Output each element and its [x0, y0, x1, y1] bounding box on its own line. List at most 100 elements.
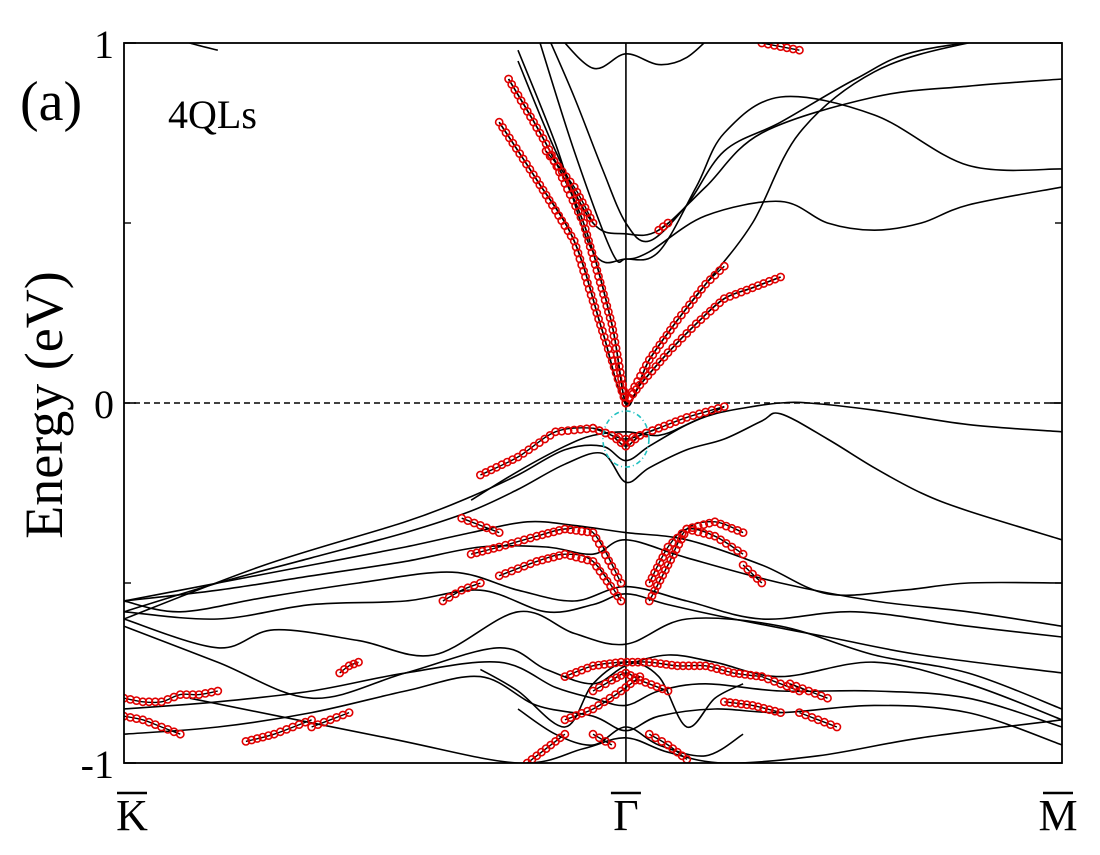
projection-marker [349, 659, 359, 669]
projection-marker [125, 713, 135, 722]
highlight-circle [602, 410, 650, 468]
projected-band-16 [644, 517, 748, 606]
projection-marker [577, 526, 587, 536]
projected-band-23 [719, 697, 785, 717]
band-line-5 [124, 610, 1062, 710]
projection-marker [252, 734, 262, 743]
projection-marker [566, 713, 575, 722]
band-line-6 [124, 589, 1062, 674]
projected-band-28 [588, 729, 617, 750]
projection-marker [594, 733, 604, 743]
projection-marker [657, 737, 667, 746]
projection-marker [489, 544, 498, 553]
projection-marker [241, 737, 251, 746]
projection-marker [701, 661, 710, 671]
projection-marker [611, 658, 620, 668]
projection-marker [832, 722, 842, 732]
projection-marker [738, 560, 748, 570]
projected-band-line [799, 711, 838, 728]
projection-marker [719, 261, 729, 271]
projection-marker [571, 526, 581, 535]
projection-marker [537, 530, 547, 540]
projection-marker [644, 729, 654, 739]
projection-marker [614, 361, 624, 371]
projection-marker [594, 271, 603, 281]
projected-band-5 [335, 657, 363, 678]
projection-marker [715, 266, 724, 276]
projected-band-12 [654, 218, 673, 235]
projection-marker [566, 551, 575, 560]
projection-marker [752, 574, 762, 583]
band-line-7 [124, 571, 1062, 638]
projected-band-8 [588, 423, 664, 451]
projection-marker [589, 254, 598, 263]
projected-band-15 [494, 549, 626, 606]
projection-marker [150, 697, 160, 707]
panel-label: (a) [20, 71, 82, 133]
projected-band-line [724, 701, 781, 714]
band-line-20 [187, 43, 218, 51]
projected-band-3 [241, 715, 316, 746]
projection-marker [689, 661, 699, 671]
projection-marker [537, 555, 547, 565]
sample-annotation: 4QLs [168, 92, 257, 137]
projection-marker [620, 392, 630, 402]
projection-marker [601, 679, 610, 689]
projection-marker [635, 672, 645, 681]
projection-marker [587, 248, 597, 257]
projection-marker [580, 224, 590, 234]
projection-marker [144, 697, 154, 707]
projected-band-line [658, 222, 669, 231]
projection-marker [571, 552, 581, 562]
projection-marker [354, 657, 363, 667]
projection-marker [576, 424, 585, 434]
projected-band-11 [541, 146, 598, 228]
projection-marker [738, 528, 748, 537]
projection-marker [583, 555, 592, 565]
projection-marker [622, 657, 632, 667]
projection-marker [608, 325, 618, 335]
projected-band-6 [457, 513, 504, 537]
projected-band-20 [560, 657, 767, 681]
projection-marker [477, 546, 487, 556]
projected-band-18 [438, 578, 485, 606]
projection-marker [742, 700, 752, 710]
projection-marker [764, 705, 774, 715]
projection-marker [619, 386, 629, 396]
projection-marker [595, 277, 605, 287]
highlight-group [602, 410, 650, 468]
projection-marker [125, 695, 135, 704]
projection-marker [549, 552, 558, 562]
projection-marker [740, 670, 750, 679]
projection-marker [594, 660, 603, 670]
projection-marker [616, 368, 625, 377]
k-point-label: M [1038, 791, 1077, 840]
projection-marker [734, 669, 744, 679]
band-line-10 [124, 412, 1062, 613]
projected-band-29 [644, 729, 692, 763]
projection-marker [344, 708, 354, 717]
projected-band-22 [560, 672, 645, 725]
projection-marker [628, 657, 637, 667]
projected-band-26 [795, 708, 842, 732]
projection-marker [677, 333, 687, 343]
projection-marker [704, 530, 714, 540]
projection-marker [475, 578, 485, 588]
projection-marker [610, 337, 620, 347]
projection-marker [612, 349, 622, 359]
projection-marker [738, 549, 748, 559]
projection-marker [472, 548, 482, 558]
projection-marker [200, 689, 210, 698]
projected-band-line [648, 733, 688, 760]
projection-marker [621, 668, 631, 678]
projection-marker [699, 528, 709, 538]
projection-marker [617, 374, 626, 383]
projection-marker [613, 355, 623, 365]
projection-marker [182, 690, 191, 699]
projection-marker [699, 520, 709, 530]
projection-marker [588, 686, 598, 696]
projection-marker [175, 729, 185, 739]
projection-marker [611, 343, 621, 353]
